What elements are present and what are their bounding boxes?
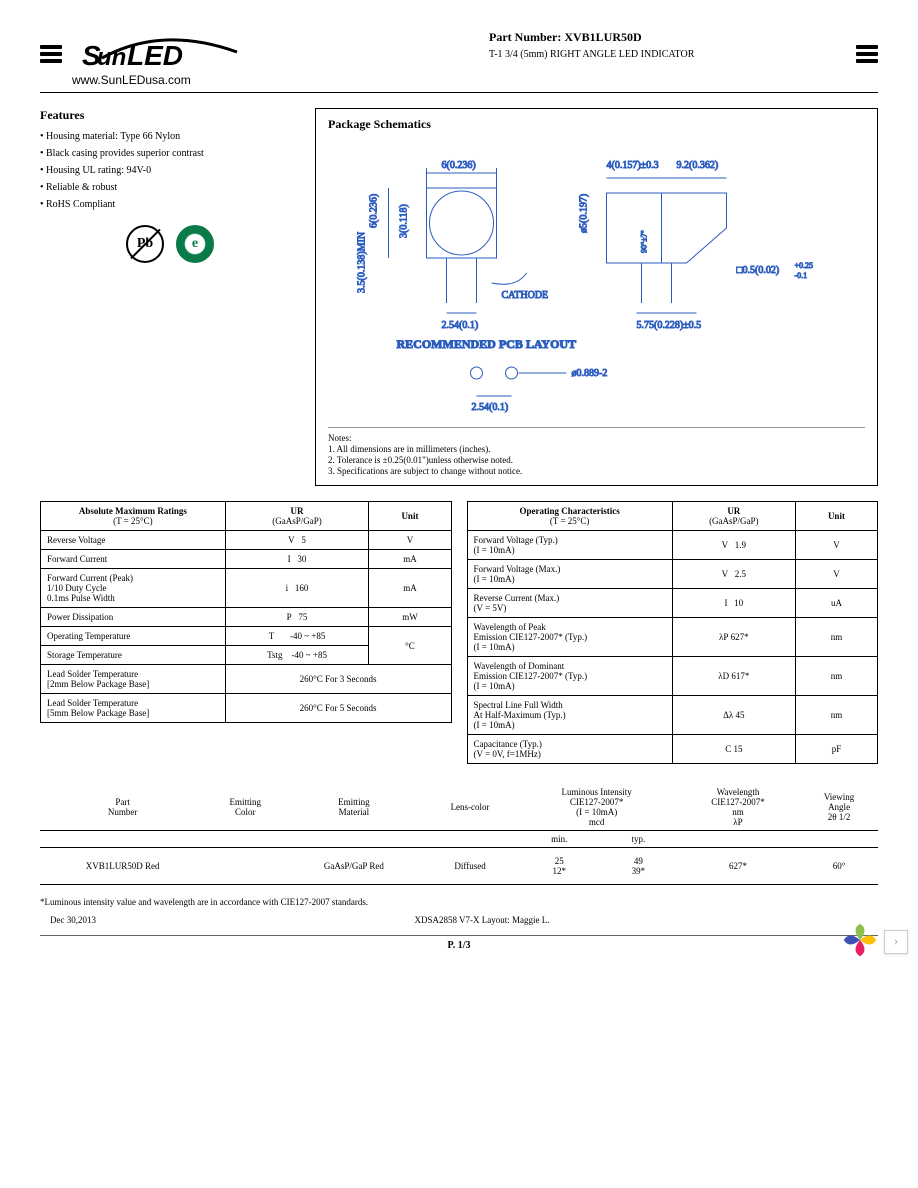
- svg-text:6(0.236): 6(0.236): [442, 160, 476, 171]
- feature-item: Housing UL rating: 94V-0: [40, 165, 300, 176]
- note-item: 2. Tolerance is ±0.25(0.01")unless other…: [328, 455, 865, 465]
- svg-text:3(0.118): 3(0.118): [399, 204, 410, 238]
- footnote: *Luminous intensity value and wavelength…: [40, 897, 878, 907]
- svg-text:3.5(0.138)MIN: 3.5(0.138)MIN: [357, 232, 368, 293]
- svg-text:CATHODE: CATHODE: [502, 290, 549, 301]
- header-right: Part Number: XVB1LUR50D T-1 3/4 (5mm) RI…: [429, 30, 846, 60]
- svg-text:90°±7°: 90°±7°: [640, 230, 649, 253]
- leaf-logo-icon: [842, 922, 878, 961]
- svg-text:4(0.157)±0.3: 4(0.157)±0.3: [607, 160, 659, 171]
- notes-title: Notes:: [328, 433, 865, 443]
- svg-text:+0.25: +0.25: [795, 261, 814, 270]
- next-page-button[interactable]: ›: [884, 930, 908, 954]
- feature-item: Black casing provides superior contrast: [40, 148, 300, 159]
- svg-text:9.2(0.362): 9.2(0.362): [677, 160, 719, 171]
- op-col2: UR(GaAsP/GaP): [672, 502, 795, 531]
- menu-icon-right: [856, 45, 878, 63]
- features-title: Features: [40, 108, 300, 123]
- page-number: P. 1/3: [40, 935, 878, 951]
- svg-text:RECOMMENDED PCB LAYOUT: RECOMMENDED PCB LAYOUT: [397, 337, 577, 351]
- abs-cond: (T = 25°C): [47, 516, 219, 526]
- logo-url: www.SunLEDusa.com: [72, 73, 429, 87]
- corner-widget: ›: [842, 922, 908, 961]
- footer-date: Dec 30,2013: [50, 915, 96, 925]
- footer: Dec 30,2013 XDSA2858 V7-X Layout: Maggie…: [40, 915, 878, 925]
- part-description: T-1 3/4 (5mm) RIGHT ANGLE LED INDICATOR: [489, 49, 846, 60]
- schematic-box: Package Schematics 6(0.236) 6(0.236): [315, 108, 878, 486]
- summary-table: Part Number Emitting Color Emitting Mate…: [40, 784, 878, 885]
- svg-text:2.54(0.1): 2.54(0.1): [442, 320, 479, 331]
- op-title: Operating Characteristics: [474, 506, 666, 516]
- features-section: Features Housing material: Type 66 Nylon…: [40, 108, 300, 486]
- svg-text:6(0.236): 6(0.236): [369, 194, 380, 228]
- page-header: S un LED www.SunLEDusa.com Part Number: …: [40, 30, 878, 93]
- features-list: Housing material: Type 66 Nylon Black ca…: [40, 131, 300, 210]
- note-item: 3. Specifications are subject to change …: [328, 466, 865, 476]
- note-item: 1. All dimensions are in millimeters (in…: [328, 444, 865, 454]
- footer-center: XDSA2858 V7-X Layout: Maggie L.: [414, 915, 549, 925]
- part-number: XVB1LUR50D: [564, 30, 641, 44]
- op-char-table: Operating Characteristics (T = 25°C) UR(…: [467, 501, 879, 764]
- svg-text:2.54(0.1): 2.54(0.1): [472, 402, 509, 413]
- package-schematic-svg: 6(0.236) 6(0.236) 3(0.118) 3.5(0.138)MIN…: [328, 138, 865, 418]
- abs-max-table: Absolute Maximum Ratings (T = 25°C) UR(G…: [40, 501, 452, 723]
- abs-col3: Unit: [369, 502, 451, 531]
- svg-text:□0.5(0.02): □0.5(0.02): [737, 265, 780, 276]
- svg-text:LED: LED: [127, 40, 183, 70]
- rohs-icon: e: [176, 225, 214, 263]
- svg-text:-0.1: -0.1: [795, 271, 808, 280]
- part-label: Part Number:: [489, 30, 561, 44]
- logo-area: S un LED www.SunLEDusa.com: [72, 30, 429, 87]
- op-cond: (T = 25°C): [474, 516, 666, 526]
- svg-text:un: un: [97, 44, 126, 70]
- menu-icon-left: [40, 45, 62, 63]
- op-col3: Unit: [795, 502, 877, 531]
- sunled-logo: S un LED: [72, 30, 252, 70]
- schematic-notes: Notes: 1. All dimensions are in millimet…: [328, 427, 865, 476]
- feature-item: RoHS Compliant: [40, 199, 300, 210]
- svg-text:5.75(0.228)±0.5: 5.75(0.228)±0.5: [637, 320, 702, 331]
- pb-free-icon: Pb: [126, 225, 164, 263]
- abs-title: Absolute Maximum Ratings: [47, 506, 219, 516]
- schematic-title: Package Schematics: [328, 117, 865, 132]
- feature-item: Housing material: Type 66 Nylon: [40, 131, 300, 142]
- svg-text:ø0.889-2: ø0.889-2: [572, 368, 608, 379]
- svg-text:ø5(0.197): ø5(0.197): [579, 194, 590, 233]
- abs-col2: UR(GaAsP/GaP): [225, 502, 369, 531]
- feature-item: Reliable & robust: [40, 182, 300, 193]
